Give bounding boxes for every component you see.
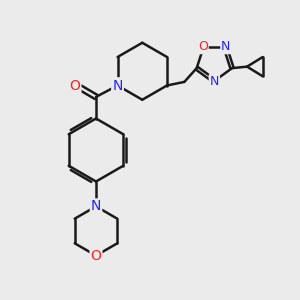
Text: O: O xyxy=(198,40,208,53)
Text: N: N xyxy=(112,79,123,92)
Text: N: N xyxy=(112,79,123,92)
Text: N: N xyxy=(91,200,101,213)
Text: O: O xyxy=(70,79,80,92)
Text: N: N xyxy=(210,75,219,88)
Text: N: N xyxy=(221,40,231,53)
Text: O: O xyxy=(91,249,101,262)
